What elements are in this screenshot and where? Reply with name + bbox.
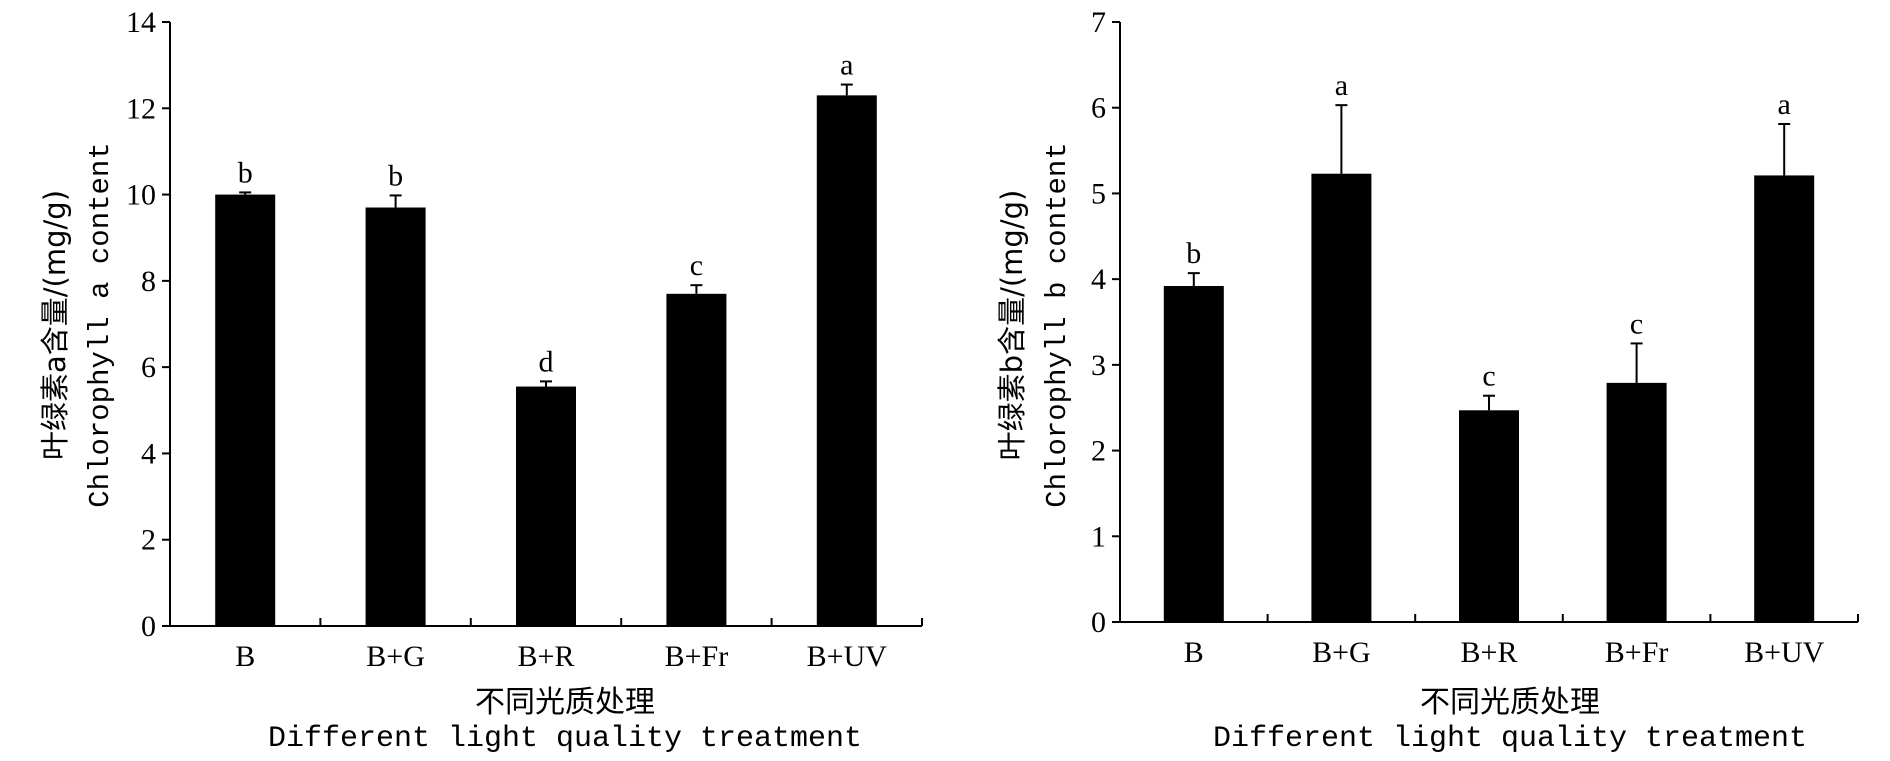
y-tick-label: 0 xyxy=(1091,606,1106,639)
y-tick-label: 2 xyxy=(141,524,156,557)
x-tick-label: B+R xyxy=(518,640,575,673)
y-tick-label: 10 xyxy=(126,179,156,212)
x-tick-label: B+G xyxy=(366,640,425,673)
x-tick-label: B+UV xyxy=(1744,636,1825,669)
x-tick-label: B+G xyxy=(1312,636,1371,669)
x-axis-label-en: Different light quality treatment xyxy=(268,722,862,756)
significance-label: c xyxy=(1482,360,1495,393)
bar xyxy=(1459,410,1519,622)
x-tick-label: B+UV xyxy=(807,640,888,673)
y-axis-label-cn: 叶绿素b含量/(mg/g) xyxy=(995,190,1029,461)
bar xyxy=(666,293,727,626)
y-tick-label: 4 xyxy=(141,437,156,470)
y-axis-label-cn: 叶绿素a含量/(mg/g) xyxy=(38,190,72,460)
bar xyxy=(1606,382,1667,622)
bar xyxy=(215,194,276,627)
significance-label: b xyxy=(1186,237,1201,270)
bar xyxy=(816,95,877,627)
x-tick-label: B+Fr xyxy=(1605,636,1669,669)
x-axis-label-cn: 不同光质处理 xyxy=(1420,685,1600,720)
y-tick-label: 0 xyxy=(141,610,156,643)
significance-label: b xyxy=(238,156,253,189)
x-axis-label-en: Different light quality treatment xyxy=(1213,722,1807,756)
y-tick-label: 3 xyxy=(1091,349,1106,382)
significance-label: a xyxy=(1335,69,1348,102)
bar xyxy=(1163,286,1224,622)
significance-label: c xyxy=(1630,307,1643,340)
y-axis-label-en: Chlorophyll b content xyxy=(1041,142,1074,507)
y-tick-label: 2 xyxy=(1091,435,1106,468)
significance-label: a xyxy=(840,49,853,82)
chart-chlorophyll-a: 叶绿素a含量/(mg/g) Chlorophyll a content 不同光质… xyxy=(38,6,923,756)
chart-chlorophyll-b: 叶绿素b含量/(mg/g) Chlorophyll b content 不同光质… xyxy=(995,6,1859,756)
y-tick-label: 6 xyxy=(141,351,156,384)
y-tick-label: 12 xyxy=(126,92,156,125)
bar xyxy=(365,207,426,626)
y-axis-label-en: Chlorophyll a content xyxy=(84,142,117,507)
y-tick-label: 8 xyxy=(141,265,156,298)
y-tick-label: 1 xyxy=(1091,520,1106,553)
significance-label: d xyxy=(539,345,554,378)
y-tick-label: 7 xyxy=(1091,6,1106,39)
y-tick-label: 4 xyxy=(1091,263,1106,296)
x-axis-label-cn: 不同光质处理 xyxy=(475,685,655,720)
x-tick-label: B+Fr xyxy=(665,640,729,673)
y-tick-label: 6 xyxy=(1091,92,1106,125)
significance-label: c xyxy=(690,249,703,282)
y-tick-label: 14 xyxy=(126,6,156,39)
x-tick-label: B xyxy=(235,640,255,673)
bar xyxy=(1311,173,1372,622)
y-tick-label: 5 xyxy=(1091,177,1106,210)
significance-label: b xyxy=(388,159,403,192)
significance-label: a xyxy=(1778,88,1791,121)
x-tick-label: B xyxy=(1184,636,1204,669)
x-tick-label: B+R xyxy=(1461,636,1518,669)
bar xyxy=(516,386,576,626)
bar xyxy=(1754,175,1815,622)
